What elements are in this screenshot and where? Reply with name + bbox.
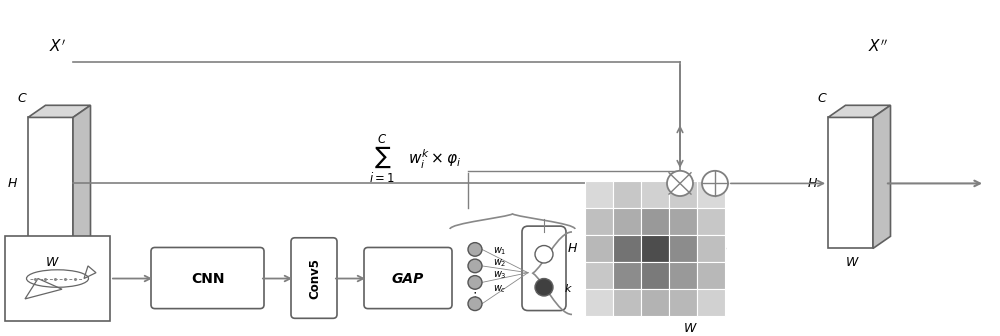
Bar (669, 180, 697, 208)
Bar (641, 208, 669, 235)
Polygon shape (873, 105, 890, 248)
Bar (697, 208, 725, 235)
Bar (641, 289, 669, 317)
Bar (697, 289, 725, 317)
FancyBboxPatch shape (291, 238, 337, 318)
Bar (641, 262, 669, 289)
Polygon shape (73, 105, 90, 248)
Text: $w_3$: $w_3$ (493, 269, 507, 281)
Text: $w_2$: $w_2$ (493, 257, 507, 269)
Bar (697, 180, 725, 208)
Text: W: W (684, 322, 696, 335)
Circle shape (667, 171, 693, 196)
Bar (613, 208, 641, 235)
Text: CNN: CNN (191, 271, 224, 286)
Polygon shape (828, 105, 890, 117)
Bar (613, 180, 641, 208)
Polygon shape (28, 117, 73, 248)
Bar (585, 180, 613, 208)
Text: $w_i^k \times \varphi_i$: $w_i^k \times \varphi_i$ (408, 148, 462, 171)
Text: GAP: GAP (392, 271, 424, 286)
Text: C: C (18, 92, 26, 105)
Text: C: C (818, 92, 826, 105)
Bar (697, 262, 725, 289)
Circle shape (535, 246, 553, 263)
Bar (669, 262, 697, 289)
FancyBboxPatch shape (364, 248, 452, 308)
Bar (613, 235, 641, 262)
Polygon shape (828, 117, 873, 248)
Bar (613, 262, 641, 289)
Text: $w_1$: $w_1$ (493, 246, 507, 257)
Bar (585, 262, 613, 289)
Text: $X'$: $X'$ (49, 38, 67, 55)
Bar (613, 289, 641, 317)
Polygon shape (28, 105, 90, 117)
Text: H: H (7, 177, 17, 190)
FancyBboxPatch shape (151, 248, 264, 308)
Bar (585, 235, 613, 262)
Bar (669, 208, 697, 235)
Text: H: H (807, 177, 817, 190)
Circle shape (468, 243, 482, 256)
Bar (585, 208, 613, 235)
Text: $\sum_{i=1}^{C}$: $\sum_{i=1}^{C}$ (369, 133, 395, 185)
Text: W: W (846, 256, 858, 269)
Text: k: k (565, 284, 572, 294)
Bar (641, 180, 669, 208)
Bar (669, 289, 697, 317)
Circle shape (535, 279, 553, 296)
Bar (669, 235, 697, 262)
FancyBboxPatch shape (522, 226, 566, 310)
Bar (585, 289, 613, 317)
Text: $X''$: $X''$ (868, 38, 888, 55)
Bar (697, 235, 725, 262)
Text: W: W (46, 256, 58, 269)
Circle shape (468, 297, 482, 310)
Circle shape (702, 171, 728, 196)
Text: Conv5: Conv5 (308, 258, 321, 299)
Text: H: H (567, 242, 577, 255)
Circle shape (468, 276, 482, 289)
Circle shape (468, 259, 482, 273)
Bar (641, 235, 669, 262)
Text: $w_c$: $w_c$ (493, 284, 507, 295)
Text: ⋮: ⋮ (469, 287, 481, 300)
FancyBboxPatch shape (5, 236, 110, 321)
